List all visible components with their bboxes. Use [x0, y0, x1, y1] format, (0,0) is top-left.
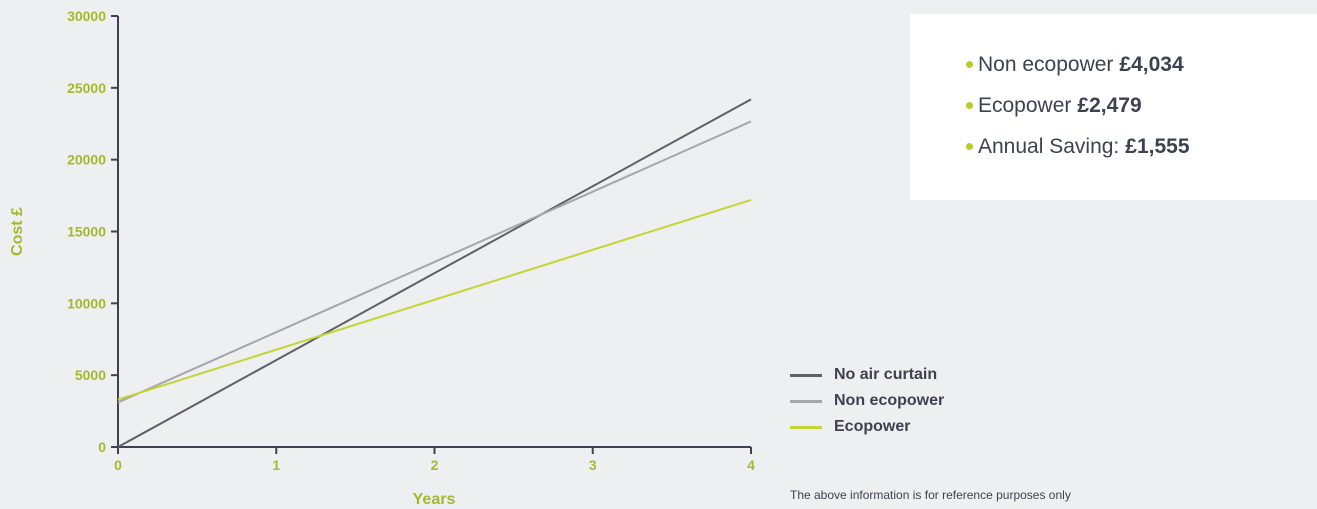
summary-item-ecopower: Ecopower £2,479: [966, 85, 1190, 126]
summary-value: £1,555: [1125, 135, 1190, 158]
summary-value: £4,034: [1119, 53, 1184, 76]
x-axis-title: Years: [413, 491, 456, 508]
y-tick-label: 0: [98, 439, 106, 455]
legend-label: Non ecopower: [834, 392, 945, 409]
reference-footnote: The above information is for reference p…: [790, 488, 1071, 502]
x-tick-label: 3: [589, 457, 597, 473]
x-tick-label: 1: [272, 457, 280, 473]
summary-label: Non ecopower: [978, 53, 1114, 76]
savings-summary-list: Non ecopower £4,034 Ecopower £2,479 Annual…: [966, 44, 1190, 167]
x-axis-ticks: 0 1 2 3 4: [114, 447, 755, 473]
y-tick-label: 15000: [67, 224, 106, 240]
series-line-no-air-curtain: [117, 98, 752, 448]
y-tick-label: 30000: [67, 8, 106, 24]
x-tick-label: 2: [431, 457, 439, 473]
y-axis-ticks: 0 5000 10000 15000 20000 25000 30000: [67, 8, 118, 455]
bullet-dot-icon: [966, 102, 973, 109]
legend-item-non-ecopower: Non ecopower: [790, 388, 944, 414]
legend-swatch: [790, 425, 822, 429]
summary-item-non-ecopower: Non ecopower £4,034: [966, 44, 1190, 85]
summary-value: £2,479: [1077, 94, 1142, 117]
x-tick-label: 4: [747, 457, 755, 473]
legend-label: Ecopower: [834, 418, 911, 435]
summary-label: Ecopower: [978, 94, 1072, 117]
legend-item-ecopower: Ecopower: [790, 414, 944, 440]
x-tick-label: 0: [114, 457, 122, 473]
y-tick-label: 5000: [75, 367, 106, 383]
legend-item-no-air-curtain: No air curtain: [790, 362, 944, 388]
legend-swatch: [790, 373, 822, 377]
bullet-dot-icon: [966, 61, 973, 68]
legend-swatch: [790, 399, 822, 403]
y-tick-label: 10000: [67, 295, 106, 311]
summary-label: Annual Saving:: [978, 135, 1120, 158]
cost-line-chart: 0 5000 10000 15000 20000 25000 30000 0 1 2 3 4 Cos…: [9, 8, 755, 508]
summary-item-annual-saving: Annual Saving: £1,555: [966, 126, 1190, 167]
y-tick-label: 20000: [67, 152, 106, 168]
bullet-dot-icon: [966, 143, 973, 150]
series-lines: [117, 98, 752, 448]
legend-label: No air curtain: [834, 366, 938, 383]
savings-summary-panel: Non ecopower £4,034 Ecopower £2,479 Annual…: [910, 14, 1317, 200]
series-line-ecopower: [117, 198, 752, 401]
y-tick-label: 25000: [67, 80, 106, 96]
series-line-non-ecopower: [117, 120, 752, 404]
chart-legend: No air curtain Non ecopower Ecopower: [790, 362, 944, 440]
y-axis-title: Cost £: [9, 207, 26, 256]
